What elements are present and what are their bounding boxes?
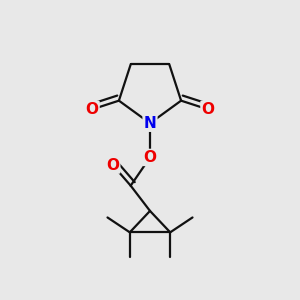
Text: O: O bbox=[106, 158, 119, 172]
Text: O: O bbox=[143, 150, 157, 165]
Text: O: O bbox=[85, 102, 99, 117]
Text: N: N bbox=[144, 116, 156, 131]
Text: O: O bbox=[201, 102, 214, 117]
